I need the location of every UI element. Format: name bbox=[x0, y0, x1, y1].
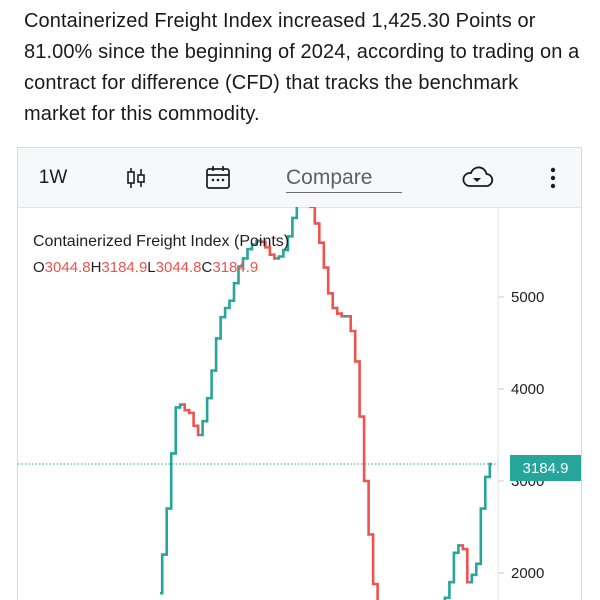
price-segment bbox=[281, 248, 286, 258]
price-segment bbox=[366, 479, 371, 536]
price-segment bbox=[245, 247, 250, 260]
chart-widget: 1W Com bbox=[17, 147, 582, 600]
price-segment bbox=[456, 544, 461, 555]
chart-area[interactable]: 5000 4000 3000 2000 Containerized Freight I… bbox=[18, 207, 581, 600]
price-segment bbox=[321, 241, 326, 269]
price-segment bbox=[447, 580, 452, 600]
price-segment bbox=[177, 403, 183, 409]
high-value: 3184.9 bbox=[101, 259, 148, 276]
price-segment bbox=[213, 337, 219, 372]
open-label: O bbox=[33, 259, 45, 276]
price-segment bbox=[290, 216, 295, 238]
last-price-label: 3184.9 bbox=[510, 455, 581, 481]
close-label: C bbox=[201, 259, 213, 276]
low-value: 3044.8 bbox=[155, 259, 202, 276]
price-segment bbox=[200, 419, 205, 437]
price-segment bbox=[204, 396, 210, 423]
price-segment bbox=[267, 246, 273, 256]
price-segment bbox=[460, 544, 466, 551]
more-vertical-icon bbox=[550, 167, 556, 188]
price-segment bbox=[339, 312, 344, 318]
price-segment bbox=[164, 507, 169, 556]
price-segment bbox=[370, 533, 376, 586]
price-segment bbox=[173, 406, 178, 455]
low-label: L bbox=[147, 259, 156, 276]
calendar-icon bbox=[206, 165, 230, 189]
compare-underline bbox=[286, 192, 402, 193]
price-segment bbox=[209, 369, 214, 400]
price-segment bbox=[469, 573, 475, 584]
price-segment bbox=[195, 424, 201, 437]
price-segment bbox=[227, 299, 232, 310]
price-segment bbox=[231, 281, 237, 302]
price-segment bbox=[240, 257, 246, 268]
price-segment bbox=[272, 253, 277, 260]
y-tick-label: 2000 bbox=[511, 565, 544, 582]
price-segment bbox=[443, 596, 448, 600]
price-segment bbox=[218, 315, 223, 340]
price-segment bbox=[258, 239, 264, 244]
price-segment bbox=[361, 415, 367, 483]
interval-button[interactable]: 1W bbox=[38, 166, 68, 188]
price-segment bbox=[326, 266, 331, 295]
price-segment bbox=[352, 329, 358, 363]
price-segment bbox=[285, 235, 291, 252]
price-segment bbox=[348, 315, 353, 333]
price-segment bbox=[478, 507, 483, 566]
price-segment bbox=[186, 408, 192, 415]
chart-toolbar: 1W Com bbox=[18, 148, 581, 208]
compare-input[interactable]: Compare bbox=[286, 165, 373, 189]
price-segment bbox=[487, 462, 492, 479]
open-value: 3044.8 bbox=[44, 259, 91, 276]
more-options-button[interactable] bbox=[538, 148, 568, 207]
intro-paragraph: Containerized Freight Index increased 1,… bbox=[24, 10, 580, 125]
price-segment bbox=[222, 306, 228, 319]
y-tick-label: 5000 bbox=[511, 289, 544, 306]
y-tick-label: 4000 bbox=[511, 381, 544, 398]
price-segment bbox=[236, 265, 241, 285]
legend-title: Containerized Freight Index (Points) bbox=[33, 233, 290, 250]
price-segment bbox=[182, 403, 187, 412]
price-segment bbox=[312, 207, 317, 225]
high-label: H bbox=[90, 259, 102, 276]
price-segment bbox=[169, 452, 174, 510]
price-segment bbox=[254, 239, 259, 246]
download-button[interactable] bbox=[458, 148, 496, 207]
candlestick-icon bbox=[127, 167, 145, 188]
price-segment bbox=[465, 547, 470, 584]
price-segment bbox=[357, 360, 362, 418]
price-segment bbox=[483, 475, 488, 510]
price-segment bbox=[160, 553, 165, 595]
close-value: 3184.9 bbox=[212, 259, 259, 276]
price-segment bbox=[330, 292, 335, 310]
price-segment bbox=[294, 207, 299, 220]
price-segment bbox=[335, 306, 340, 315]
cloud-download-icon bbox=[462, 166, 494, 187]
price-segment bbox=[375, 582, 379, 600]
price-segment bbox=[191, 411, 196, 428]
date-range-button[interactable] bbox=[198, 148, 238, 207]
price-segment bbox=[451, 551, 457, 584]
price-segment bbox=[474, 562, 479, 577]
price-segment bbox=[317, 222, 322, 244]
price-segment bbox=[263, 240, 268, 249]
price-segment bbox=[249, 243, 255, 251]
legend-ohlc: O3044.8H3184.9L3044.8C3184.9 bbox=[33, 259, 258, 276]
price-segment bbox=[276, 255, 282, 260]
candlestick-button[interactable] bbox=[118, 148, 154, 207]
